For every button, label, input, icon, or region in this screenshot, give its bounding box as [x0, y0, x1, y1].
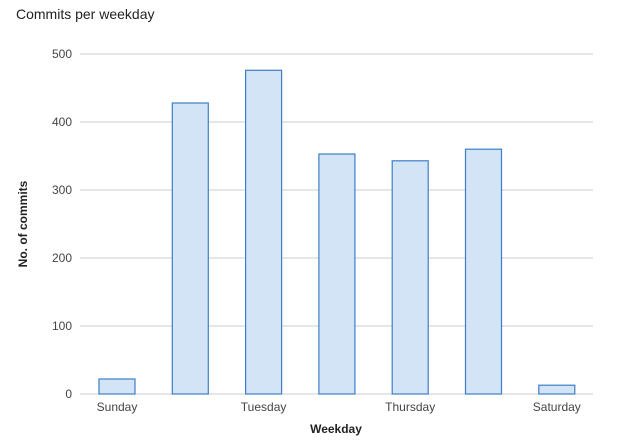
- bar-friday: [464, 148, 503, 395]
- y-tick-label-400: 400: [52, 115, 72, 129]
- x-tick-label-saturday: Saturday: [533, 400, 581, 414]
- chart-title: Commits per weekday: [16, 6, 155, 22]
- y-tick-label-300: 300: [52, 183, 72, 197]
- y-tick-label-0: 0: [65, 387, 72, 401]
- y-tick-label-100: 100: [52, 319, 72, 333]
- y-axis-title: No. of commits: [16, 180, 30, 267]
- bar-saturday: [538, 384, 576, 395]
- bar-thursday: [391, 160, 429, 395]
- bar-sunday: [98, 378, 136, 395]
- bar-monday: [171, 102, 209, 395]
- bar-tuesday: [245, 69, 283, 395]
- x-tick-label-sunday: Sunday: [97, 400, 138, 414]
- bars: [98, 69, 576, 395]
- y-tick-label-500: 500: [52, 47, 72, 61]
- x-tick-label-thursday: Thursday: [385, 400, 435, 414]
- x-axis-tick-labels: Sunday Tuesday Thursday Saturday: [97, 400, 581, 414]
- y-tick-label-200: 200: [52, 251, 72, 265]
- y-axis-tick-labels: 0 100 200 300 400 500: [52, 47, 72, 401]
- x-axis-title: Weekday: [310, 422, 362, 436]
- x-tick-label-tuesday: Tuesday: [241, 400, 287, 414]
- bar-wednesday: [318, 153, 356, 395]
